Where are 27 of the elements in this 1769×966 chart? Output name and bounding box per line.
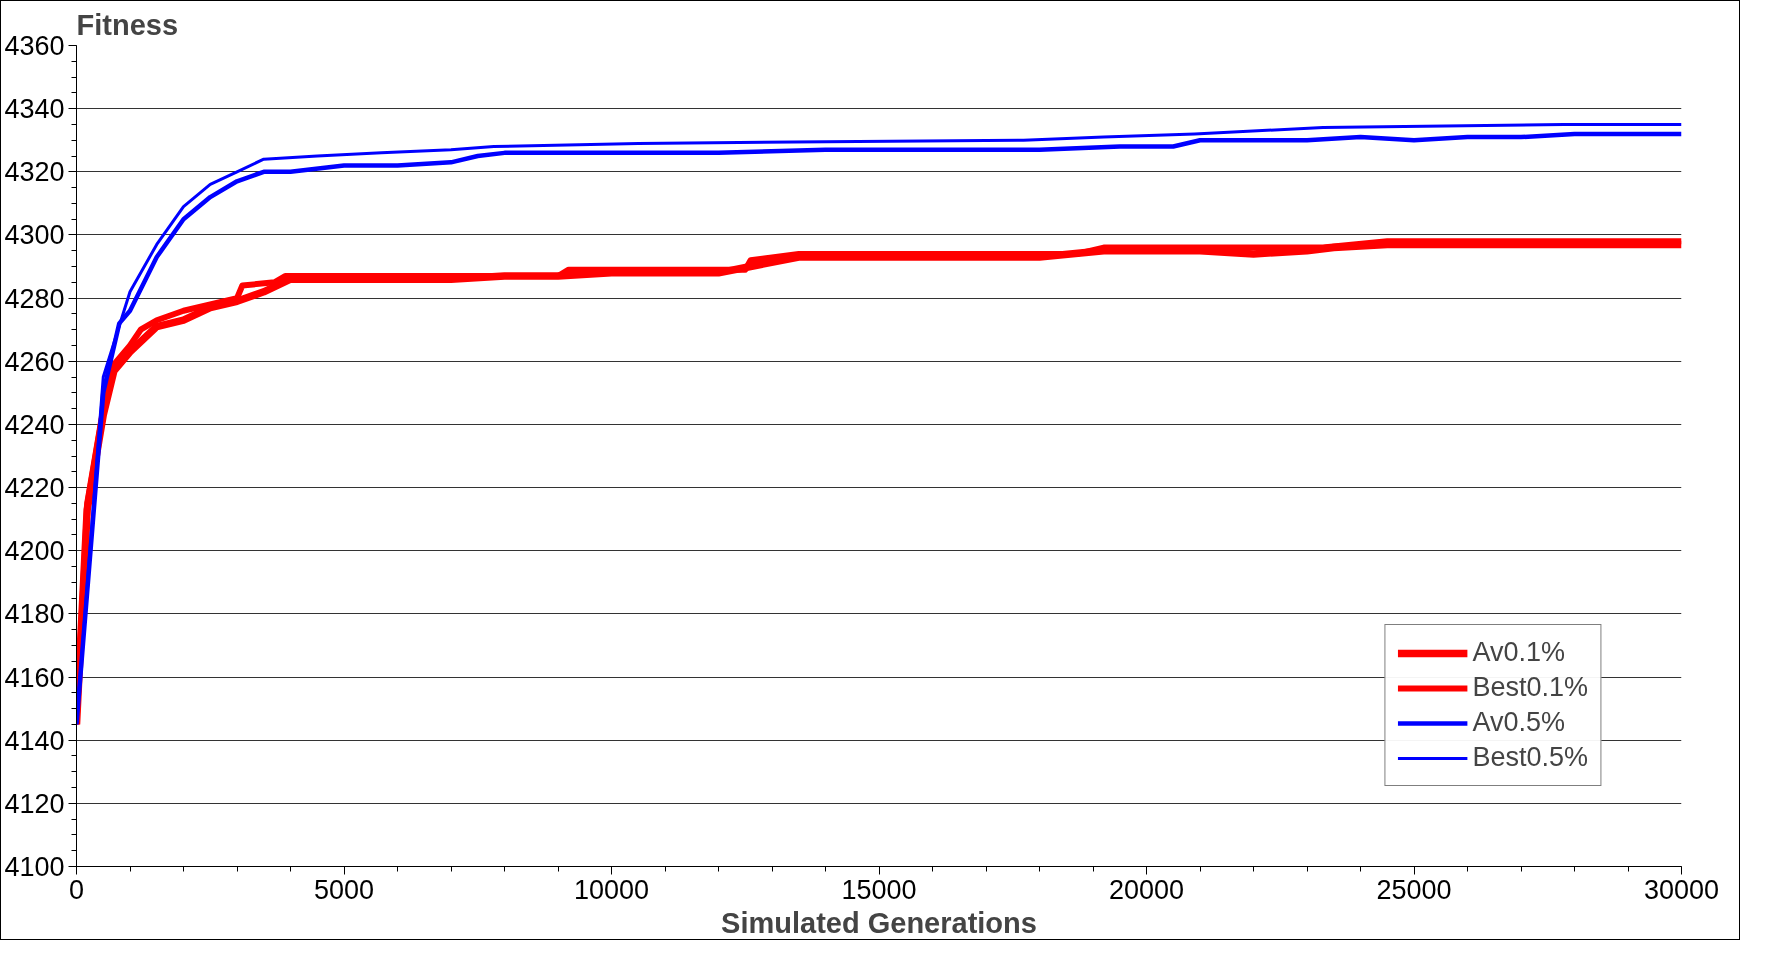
x-tick-label: 25000 (1376, 874, 1452, 905)
legend-label: Best0.5% (1472, 742, 1588, 773)
x-tick-label: 15000 (841, 874, 917, 905)
x-tick-label: 10000 (573, 874, 650, 905)
y-tick-label: 4220 (4, 473, 65, 504)
y-tick-label: 4140 (4, 725, 65, 756)
legend-label: Best0.1% (1472, 672, 1588, 703)
y-tick-label: 4260 (4, 346, 65, 377)
y-tick-label: 4200 (4, 536, 65, 567)
y-axis-title: Fitness (76, 8, 179, 41)
y-tick-label: 4280 (4, 283, 65, 314)
y-tick-label: 4300 (4, 220, 65, 251)
x-tick-label: 20000 (1108, 874, 1185, 905)
y-tick-label: 4120 (4, 788, 65, 819)
y-tick-label: 4240 (4, 409, 65, 440)
y-tick-label: 4180 (4, 599, 65, 630)
y-tick-label: 4160 (4, 662, 65, 693)
y-tick-label: 4360 (4, 31, 65, 61)
x-axis-title: Simulated Generations (721, 906, 1037, 939)
x-tick-label: 30000 (1643, 874, 1720, 905)
y-tick-label: 4320 (4, 157, 65, 188)
y-tick-label: 4100 (4, 852, 65, 882)
x-tick-label: 0 (68, 874, 85, 905)
y-tick-label: 4340 (4, 94, 65, 125)
x-tick-label: 5000 (313, 874, 375, 905)
legend-label: Av0.1% (1472, 637, 1565, 668)
legend-label: Av0.5% (1472, 707, 1565, 738)
